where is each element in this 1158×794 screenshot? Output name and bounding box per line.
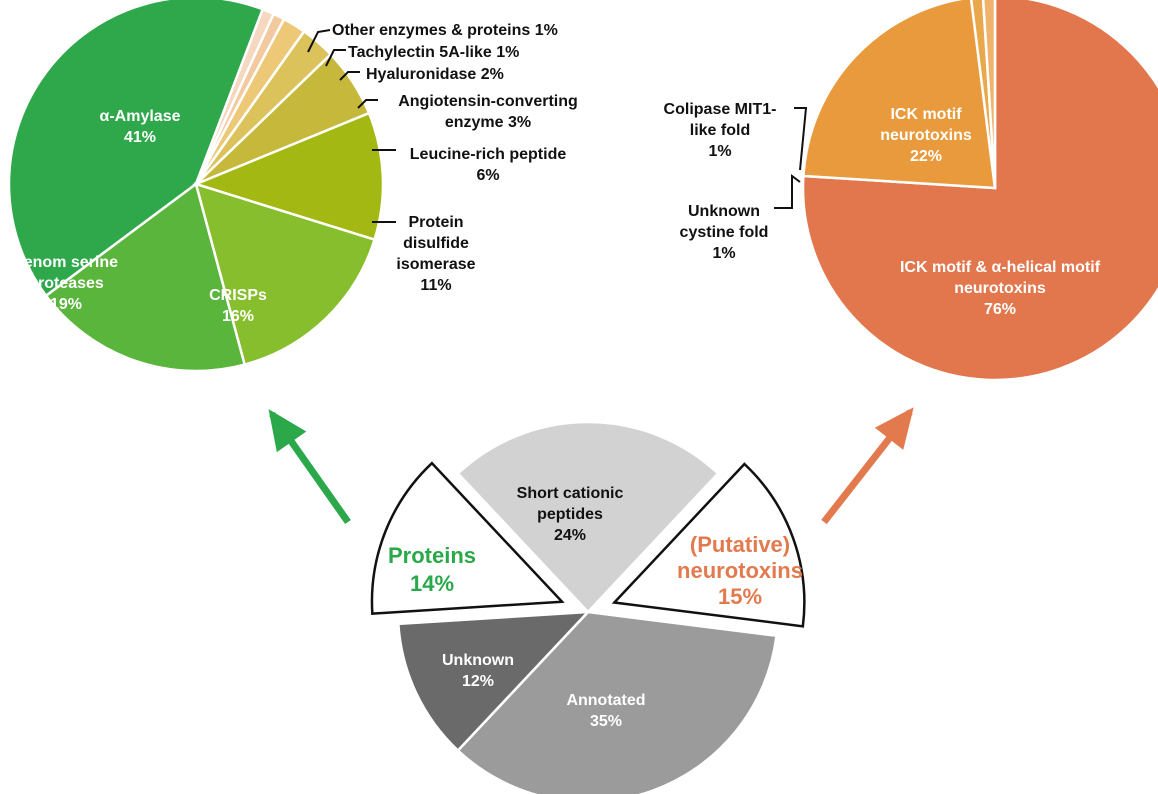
label-pdi-line-1: Protein xyxy=(408,214,463,231)
label-annotated-line-1: Annotated xyxy=(566,692,645,709)
proteins-pie xyxy=(7,0,385,373)
label-hyal: Hyaluronidase 2% xyxy=(366,66,504,83)
label-leucine-line-2: 6% xyxy=(476,167,499,184)
label-short-cationic-line-1: Short cationic xyxy=(517,485,624,502)
label-amylase-line-1: α-Amylase xyxy=(100,108,181,125)
label-serine-line-2: proteases xyxy=(28,275,104,292)
label-serine-line-1: Venom serine xyxy=(14,254,118,271)
label-ace-line-1: Angiotensin-converting xyxy=(398,93,578,110)
slice-crisps xyxy=(194,182,377,367)
leader-hyal xyxy=(339,71,360,81)
label-unknown-fold-line-1: Unknown xyxy=(688,203,760,220)
label-ick-line-3: 22% xyxy=(910,148,942,165)
label-short-cationic-line-2: peptides xyxy=(537,506,603,523)
slice-proteins xyxy=(370,461,565,615)
label-ace-line-2: enzyme 3% xyxy=(445,114,531,131)
leader-lines xyxy=(307,29,808,223)
leader-other xyxy=(307,29,331,53)
label-pdi-line-4: 11% xyxy=(420,277,451,294)
slice-colipase-mit1-like-fold xyxy=(969,0,997,189)
label-neuro-big-line-1: (Putative) xyxy=(690,532,790,557)
leader-colipase xyxy=(794,107,808,171)
label-unknown-fold-line-2: cystine fold xyxy=(680,224,769,241)
slice-unknown-cystine-fold xyxy=(981,0,997,189)
slice-unknown xyxy=(397,610,592,753)
label-other: Other enzymes & proteins 1% xyxy=(332,22,558,39)
label-serine-line-3: 19% xyxy=(50,296,82,313)
label-short-cationic-line-3: 24% xyxy=(554,527,586,544)
slice-other-enzymes-proteins xyxy=(194,7,276,185)
slice-ick-motif-neurotoxins xyxy=(802,0,997,190)
label-ick-line-2: neurotoxins xyxy=(880,127,972,144)
label-annotated-line-2: 35% xyxy=(590,713,622,730)
label-pdi-line-3: isomerase xyxy=(396,256,475,273)
slice-annotated xyxy=(456,610,778,794)
leader-tachy xyxy=(325,49,346,67)
leader-ace xyxy=(357,99,378,109)
label-amylase-line-2: 41% xyxy=(124,129,156,146)
label-proteins-big-line-1: Proteins xyxy=(388,543,476,568)
label-leucine-line-1: Leucine-rich peptide xyxy=(410,146,567,163)
label-neuro-big-line-2: neurotoxins xyxy=(677,558,803,583)
label-tachy: Tachylectin 5A-like 1% xyxy=(348,44,519,61)
label-colipase-line-2: like fold xyxy=(690,122,750,139)
label-neuro-big-line-3: 15% xyxy=(718,584,762,609)
label-crisps-line-2: 16% xyxy=(222,308,254,325)
leader-unknown-fold xyxy=(774,174,801,209)
neurotoxins-pie xyxy=(801,0,1158,382)
arrows xyxy=(268,407,914,525)
label-proteins-big-line-2: 14% xyxy=(410,571,454,596)
label-pdi-line-2: disulfide xyxy=(403,235,469,252)
label-unknown-line-1: Unknown xyxy=(442,652,514,669)
slice-protein-disulfide-isomerase xyxy=(192,111,385,242)
label-unknown-line-2: 12% xyxy=(462,673,494,690)
label-ick-line-1: ICK motif xyxy=(890,106,962,123)
slice-short-cationic-peptides xyxy=(456,420,720,614)
label-crisps-line-1: CRISPs xyxy=(209,287,267,304)
slice-amylase xyxy=(7,0,265,298)
slice-labels: α-Amylase 41% Venom serine proteases 19% CRIS… xyxy=(14,22,1101,730)
label-ick-helical-line-2: neurotoxins xyxy=(954,280,1046,297)
slice-putative-neurotoxins xyxy=(611,462,806,628)
arrow-to-proteins-head xyxy=(268,409,307,453)
label-unknown-fold-line-3: 1% xyxy=(712,245,735,262)
label-ick-helical-line-1: ICK motif & α-helical motif xyxy=(900,259,1101,276)
overview-pie xyxy=(370,420,806,794)
slice-ick-motif-helical-motif-neurotoxins xyxy=(801,0,1158,382)
label-colipase-line-1: Colipase MIT1- xyxy=(664,101,777,118)
slice-venom-serine-proteases xyxy=(44,181,247,373)
label-ick-helical-line-3: 76% xyxy=(984,301,1016,318)
arrow-to-neurotoxins-head xyxy=(874,407,914,450)
label-colipase-line-3: 1% xyxy=(708,143,731,160)
